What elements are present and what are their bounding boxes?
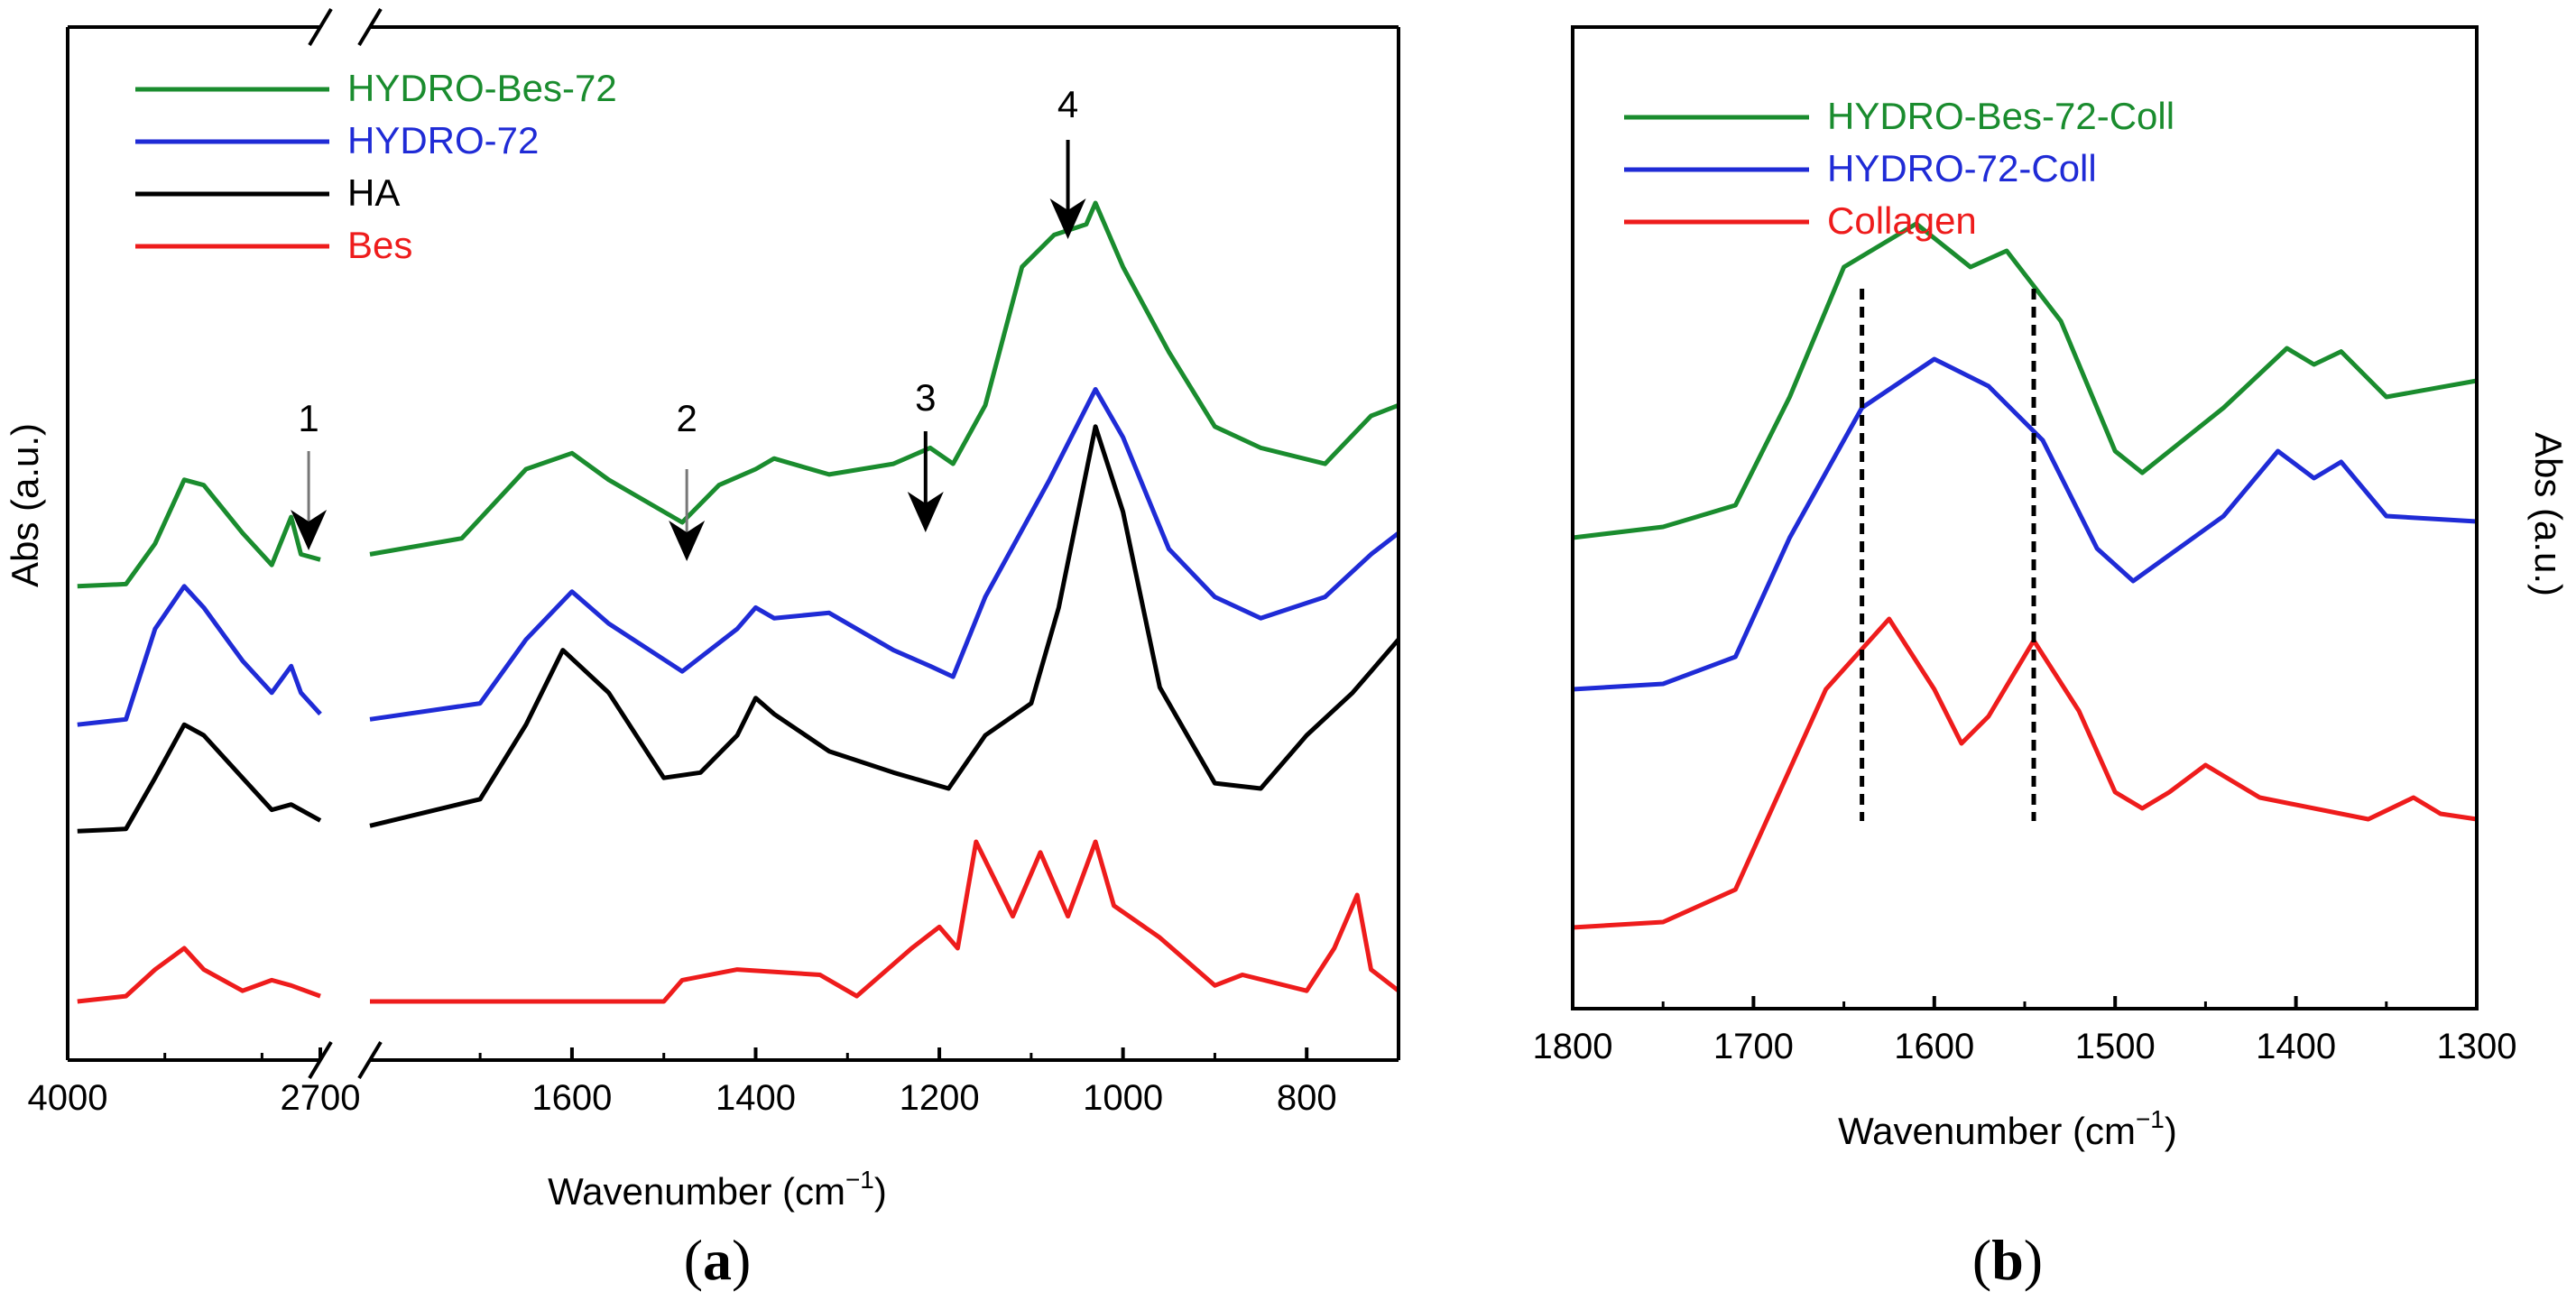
a-annotation-label-4: 4 [1057, 83, 1078, 125]
b-series-line-hydro-bes-72-coll [1572, 221, 2478, 540]
b-x-tick-label: 1800 [1533, 1027, 1613, 1066]
a-series-line-hydro-bes-72-seg1 [77, 477, 321, 589]
a-x-tick-label: 800 [1277, 1078, 1337, 1118]
b-series-line-collagen [1572, 616, 2478, 930]
b-x-tick-label: 1700 [1713, 1027, 1794, 1066]
a-series-line-bes-seg2 [370, 839, 1400, 1004]
b-reference-lines [1860, 289, 2036, 821]
a-legend: HYDRO-Bes-72 HYDRO-72 HA Bes [135, 67, 617, 266]
b-y-axis-title: Abs (a.u.) [2527, 432, 2570, 596]
a-x-tick-label: 1000 [1083, 1078, 1163, 1118]
a-series-line-hydro-72-seg2 [369, 387, 1400, 722]
b-panel-label: (b) [1972, 1228, 2043, 1292]
a-legend-label-bes: Bes [347, 224, 412, 266]
a-series-line-bes-seg1 [77, 946, 321, 1004]
a-annotation-arrow-head-2 [669, 521, 706, 561]
a-x-ticks: 4000 2700 1600 1400 1200 1000 800 [28, 1047, 1400, 1118]
a-axis-break-mark [357, 1040, 383, 1080]
panel-b: 1800 1700 1600 1500 1400 1300 HYDRO-Bes-72-Co… [1533, 25, 2570, 1292]
a-legend-label-ha: HA [347, 171, 400, 214]
a-x-tick-label: 1200 [900, 1078, 980, 1118]
b-legend-label-hydro-bes-72-coll: HYDRO-Bes-72-Coll [1827, 95, 2174, 137]
a-plot-frame [66, 7, 1400, 1080]
a-series-line-hydro-72-seg1 [77, 584, 322, 727]
b-x-ticks: 1800 1700 1600 1500 1400 1300 [1533, 996, 2517, 1066]
b-x-tick-label: 1500 [2075, 1027, 2156, 1066]
a-legend-label-hydro-72: HYDRO-72 [347, 119, 539, 161]
a-x-axis-title: Wavenumber (cm−1) [548, 1166, 887, 1213]
a-annotation-arrow-head-1 [291, 510, 328, 550]
a-x-tick-label: 1400 [716, 1078, 796, 1118]
a-panel-label: (a) [684, 1228, 752, 1292]
a-axis-break-mark [357, 7, 383, 47]
a-x-tick-label: 1600 [531, 1078, 612, 1118]
a-x-tick-label: 2700 [281, 1078, 361, 1118]
b-legend-label-hydro-72-coll: HYDRO-72-Coll [1827, 147, 2097, 189]
a-annotation-arrow-head-3 [907, 492, 944, 532]
panel-a: 4000 2700 1600 1400 1200 1000 800 HYDRO-Bes-72… [4, 7, 1400, 1292]
b-x-axis-title: Wavenumber (cm−1) [1838, 1105, 2177, 1152]
a-series-line-ha-seg1 [77, 722, 322, 834]
b-x-tick-label: 1400 [2256, 1027, 2336, 1066]
a-series-line-ha-seg2 [369, 424, 1400, 828]
a-x-tick-label: 4000 [28, 1078, 108, 1118]
a-annotation-label-3: 3 [915, 376, 936, 419]
b-series-line-hydro-72-coll [1572, 356, 2478, 692]
a-series-group [77, 200, 1400, 1004]
a-y-axis-title: Abs (a.u.) [4, 423, 46, 587]
a-annotation-label-1: 1 [298, 397, 319, 439]
a-axis-break-mark [308, 7, 333, 47]
a-annotations: 1 2 3 4 [291, 83, 1086, 561]
b-legend-label-collagen: Collagen [1827, 199, 1977, 242]
a-annotation-arrow-head-4 [1049, 198, 1086, 239]
a-legend-label-hydro-bes-72: HYDRO-Bes-72 [347, 67, 617, 109]
b-legend: HYDRO-Bes-72-Coll HYDRO-72-Coll Collagen [1624, 95, 2174, 242]
b-series-group [1572, 221, 2478, 930]
b-x-tick-label: 1600 [1894, 1027, 1974, 1066]
a-annotation-label-2: 2 [676, 397, 697, 439]
b-x-tick-label: 1300 [2437, 1027, 2517, 1066]
a-series-line-hydro-bes-72-seg2 [369, 200, 1399, 557]
